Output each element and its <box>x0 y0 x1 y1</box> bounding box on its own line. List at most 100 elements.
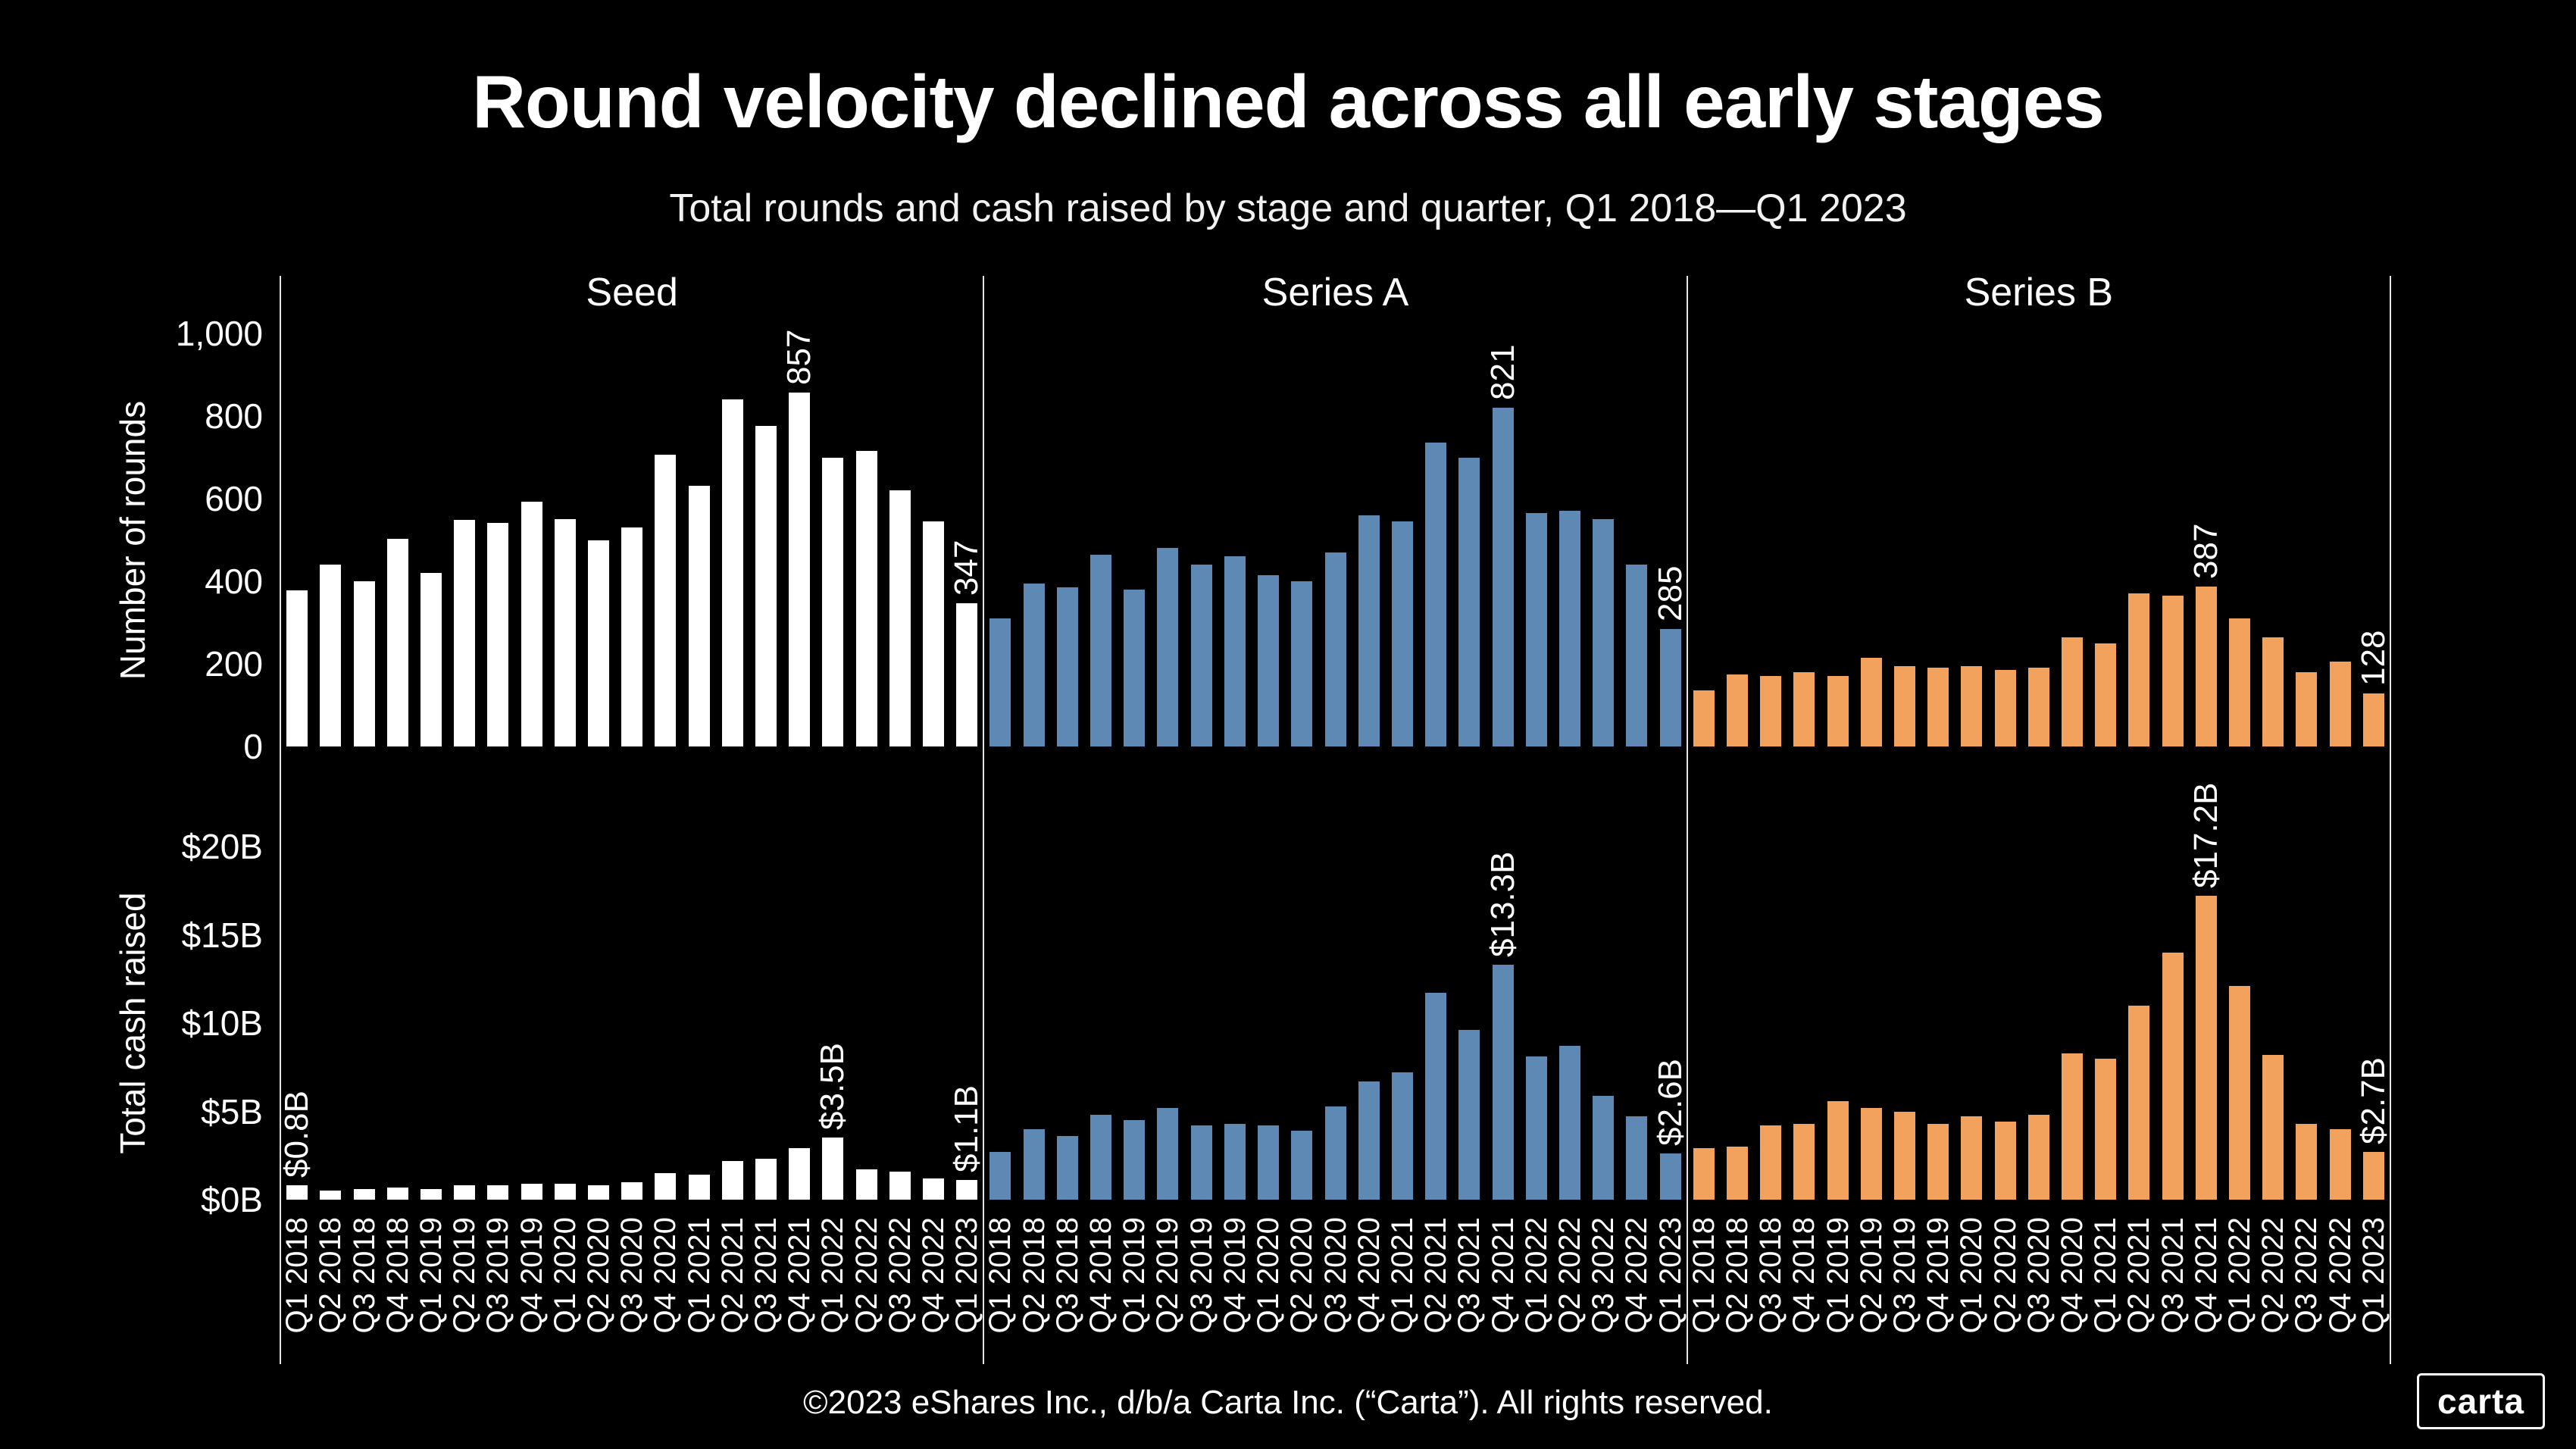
y-tick-label: $20B <box>181 827 263 866</box>
cash-bar <box>1056 1136 1078 1200</box>
rounds-bar <box>1190 565 1212 746</box>
rounds-bar <box>587 540 609 746</box>
rounds-bar <box>554 518 576 746</box>
x-tick-label: Q3 2022 <box>1587 1217 1621 1334</box>
x-tick-label: Q2 2020 <box>1988 1217 2022 1334</box>
bar-annotation: 857 <box>780 329 818 385</box>
y-tick-label: 200 <box>205 644 263 684</box>
rounds-bar <box>923 521 945 746</box>
rounds-bar <box>855 450 877 746</box>
y-tick-label: 800 <box>205 396 263 436</box>
x-tick-label: Q2 2019 <box>448 1217 482 1334</box>
cash-bar <box>1593 1095 1615 1200</box>
cash-bar <box>1760 1125 1782 1200</box>
rounds-bar <box>1558 511 1580 746</box>
carta-logo: carta <box>2417 1373 2545 1429</box>
rounds-bar <box>386 538 408 746</box>
page-subtitle: Total rounds and cash raised by stage an… <box>669 186 1907 230</box>
x-tick-label: Q1 2023 <box>1653 1217 1687 1334</box>
x-tick-label: Q3 2020 <box>2021 1217 2055 1334</box>
cash-bar <box>2195 896 2217 1200</box>
rounds-bar <box>1693 690 1715 746</box>
x-tick-label: Q4 2018 <box>1084 1217 1118 1334</box>
x-tick-label: Q3 2021 <box>1452 1217 1487 1334</box>
rounds-bar <box>1056 587 1078 746</box>
x-tick-label: Q4 2022 <box>1620 1217 1654 1334</box>
cash-bar <box>1391 1072 1413 1200</box>
x-tick-label: Q1 2019 <box>1118 1217 1152 1334</box>
x-tick-label: Q1 2022 <box>816 1217 850 1334</box>
rounds-bar <box>1994 670 2016 746</box>
x-tick-label: Q4 2020 <box>649 1217 683 1334</box>
cash-bar <box>286 1185 308 1200</box>
x-tick-label: Q1 2018 <box>1687 1217 1721 1334</box>
cash-bar <box>2162 952 2184 1200</box>
y-tick-label: $10B <box>181 1003 263 1043</box>
cash-bar <box>2095 1058 2117 1200</box>
cash-bar <box>1224 1123 1246 1200</box>
x-tick-label: Q2 2018 <box>1720 1217 1754 1334</box>
rounds-bar <box>1659 628 1681 746</box>
rounds-bar <box>2329 662 2351 746</box>
cash-bar <box>1291 1131 1313 1200</box>
rounds-bar <box>789 392 811 746</box>
x-tick-label: Q3 2022 <box>883 1217 917 1334</box>
bar-annotation: $13.3B <box>1483 851 1521 958</box>
x-tick-label: Q4 2021 <box>2189 1217 2223 1334</box>
rounds-bar <box>1358 515 1380 746</box>
cash-bar <box>386 1187 408 1200</box>
rounds-bar <box>1425 443 1447 746</box>
bar-annotation: 128 <box>2354 630 2392 687</box>
x-tick-label: Q2 2019 <box>1151 1217 1185 1334</box>
cash-bar <box>655 1173 677 1200</box>
x-tick-label: Q2 2022 <box>2256 1217 2290 1334</box>
cash-bar <box>554 1184 576 1200</box>
rounds-bar <box>1961 665 1983 746</box>
cash-bar <box>2229 986 2251 1200</box>
x-tick-label: Q2 2022 <box>1552 1217 1587 1334</box>
cash-bar <box>1994 1122 2016 1200</box>
y-tick-label: 400 <box>205 562 263 601</box>
rounds-bar <box>320 564 342 746</box>
cash-bar <box>320 1191 342 1200</box>
rounds-bar <box>956 602 978 746</box>
cash-bar <box>1726 1147 1748 1200</box>
x-tick-label: Q2 2022 <box>849 1217 883 1334</box>
cash-bar <box>1324 1106 1346 1200</box>
x-tick-label: Q1 2022 <box>1519 1217 1553 1334</box>
bar-annotation: 821 <box>1483 344 1521 400</box>
x-tick-label: Q4 2022 <box>2323 1217 2357 1334</box>
x-tick-label: Q1 2021 <box>2089 1217 2123 1334</box>
footer-text: ©2023 eShares Inc., d/b/a Carta Inc. (“C… <box>803 1384 1773 1421</box>
panel-separator <box>280 276 281 1364</box>
cash-bar <box>1124 1120 1146 1200</box>
x-tick-label: Q3 2021 <box>749 1217 783 1334</box>
cash-bar <box>2027 1115 2049 1200</box>
cash-bar <box>1525 1056 1547 1200</box>
x-tick-label: Q4 2019 <box>1218 1217 1252 1334</box>
cash-bar <box>2362 1152 2384 1200</box>
cash-bar <box>420 1189 442 1200</box>
rounds-bar <box>2095 643 2117 746</box>
rounds-bar <box>2262 637 2284 746</box>
page-title: Round velocity declined across all early… <box>472 60 2104 143</box>
rounds-bar <box>1927 668 1949 746</box>
cash-bar <box>2062 1053 2084 1200</box>
x-tick-label: Q3 2018 <box>347 1217 381 1334</box>
x-tick-label: Q4 2018 <box>1787 1217 1821 1334</box>
cash-bar <box>587 1185 609 1200</box>
rounds-bar <box>1726 674 1748 746</box>
bar-annotation: $0.8B <box>278 1091 316 1178</box>
cash-bar <box>688 1175 710 1200</box>
x-tick-label: Q1 2021 <box>1385 1217 1419 1334</box>
x-tick-label: Q3 2018 <box>1754 1217 1788 1334</box>
panel-title: Series A <box>1261 271 1409 315</box>
rounds-bar <box>487 523 509 746</box>
x-tick-label: Q2 2021 <box>715 1217 749 1334</box>
x-tick-label: Q3 2021 <box>2156 1217 2190 1334</box>
cash-bar <box>1090 1115 1112 1200</box>
cash-bar <box>1258 1125 1280 1200</box>
cash-bar <box>1458 1030 1480 1200</box>
y-tick-label: $5B <box>201 1091 263 1131</box>
